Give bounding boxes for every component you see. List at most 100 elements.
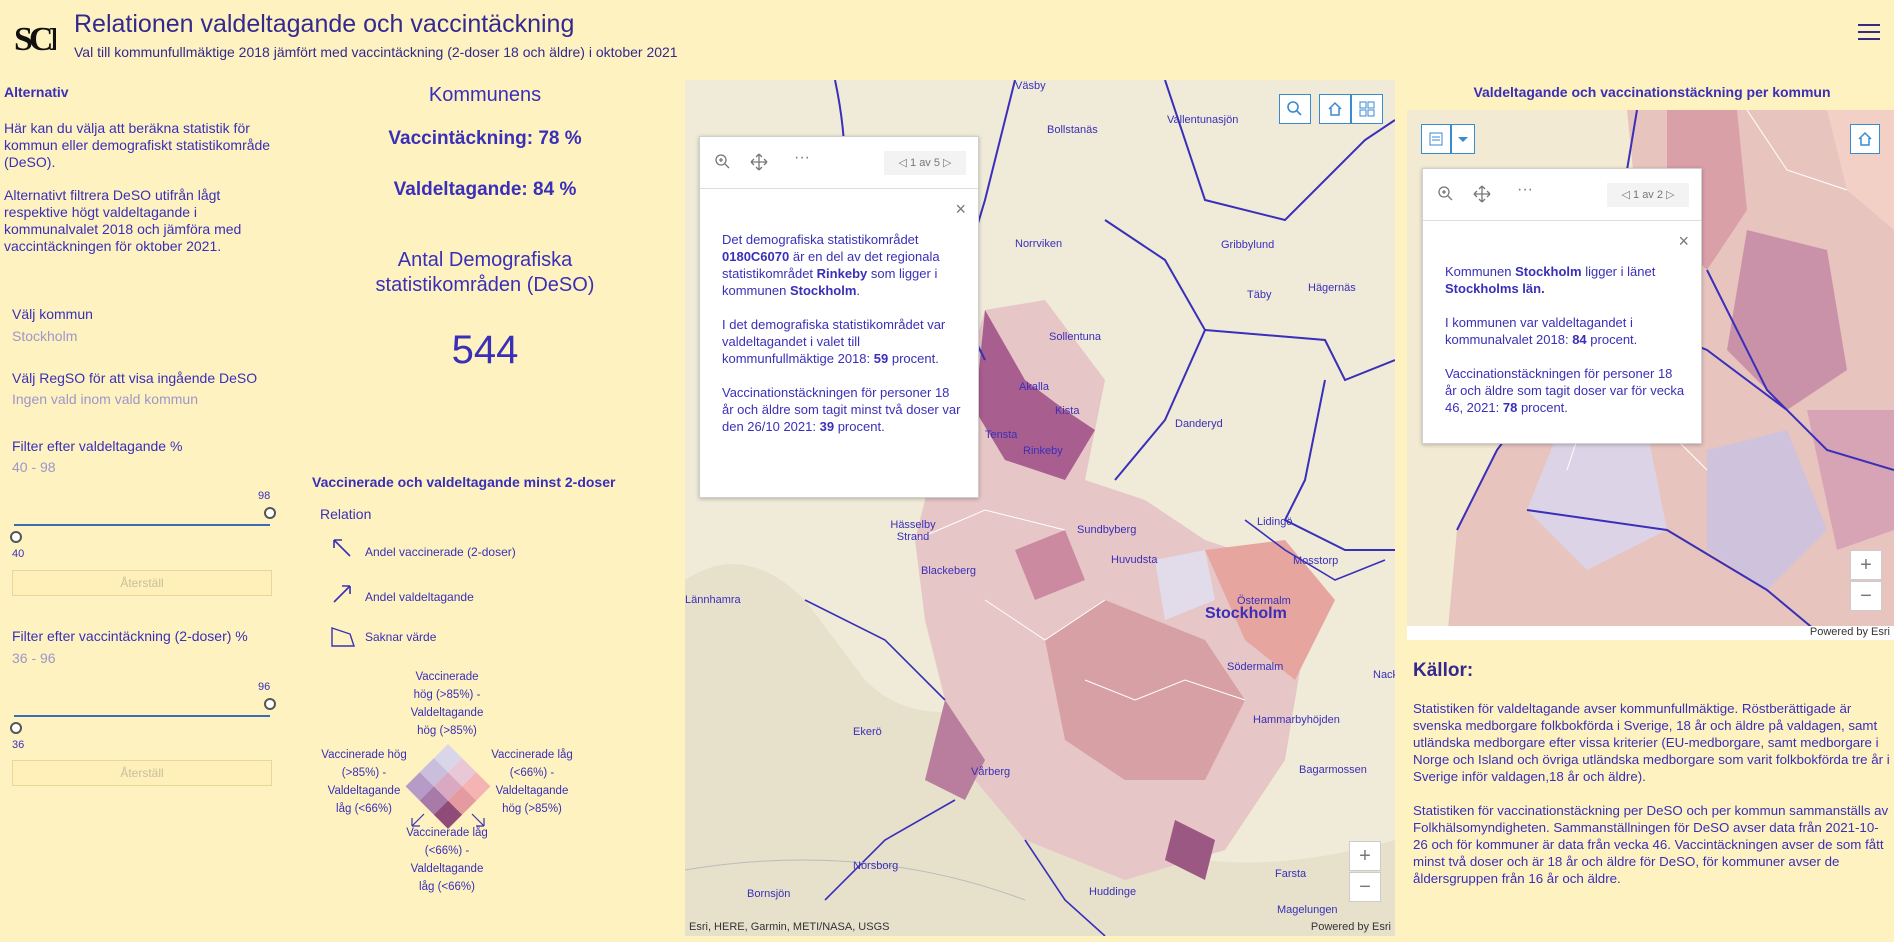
legend-item-valdeltagande: Andel valdeltagande <box>365 590 474 604</box>
legend-toggle-button[interactable] <box>1421 124 1451 154</box>
place-label-stockholm: Stockholm <box>1205 605 1287 622</box>
deso-count: 544 <box>451 328 519 372</box>
valdeltagande-slider-track[interactable] <box>14 524 270 526</box>
vacc-coverage-stat: Vaccintäckning: 78 % <box>388 128 582 149</box>
place-label-mosstorp: Mosstorp <box>1293 555 1339 567</box>
place-label-norrviken: Norrviken <box>1015 238 1063 250</box>
popup-toolbar: ··· ◁ 1 av 5 ▷ <box>700 137 978 189</box>
kommun-select[interactable]: Stockholm <box>12 328 78 344</box>
deso-map-canvas[interactable] <box>685 80 1395 936</box>
place-label-huddinge: Huddinge <box>1089 886 1137 898</box>
more-options-icon[interactable]: ··· <box>794 149 810 166</box>
popup-unit-1: procent. <box>891 351 939 366</box>
sources-heading: Källor: <box>1413 660 1474 681</box>
zoom-out-button-2[interactable]: − <box>1850 581 1882 611</box>
popup-unit-2: procent. <box>837 419 885 434</box>
vaccin-slider-min-handle[interactable] <box>10 722 22 734</box>
place-label-ostermalm: Östermalm <box>1237 595 1291 607</box>
popup2-body: Kommunen Stockholm ligger i länet Stockh… <box>1445 263 1685 416</box>
map2-powered-by: Powered by Esri <box>1809 626 1890 638</box>
next-icon[interactable]: ▷ <box>1662 189 1675 201</box>
vaccin-slider-track[interactable] <box>14 715 270 717</box>
kommunens-heading: Kommunens <box>428 84 542 106</box>
valdeltagande-slider-max-handle[interactable] <box>264 507 276 519</box>
valdeltagande-slider-min-handle[interactable] <box>10 531 22 543</box>
more-options-icon[interactable]: ··· <box>1517 181 1533 198</box>
popup2-unit-1: procent. <box>1590 332 1638 347</box>
popup-vacc-value: 39 <box>819 419 835 434</box>
basemap-gallery-button[interactable] <box>1351 94 1383 124</box>
previous-icon[interactable]: ◁ <box>1621 189 1634 201</box>
regso-select[interactable]: Ingen vald inom vald kommun <box>12 391 198 407</box>
next-icon[interactable]: ▷ <box>939 157 952 169</box>
popup-text-2: I det demografiska statistikområdet var … <box>722 317 946 366</box>
legend-diamond-left: Vaccinerade hög (>85%) - Valdeltagande l… <box>321 749 407 815</box>
popup-deso-code: 0180C6070 <box>722 249 790 264</box>
pan-icon[interactable] <box>1473 185 1491 203</box>
place-label-gribbylund: Gribbylund <box>1221 239 1275 251</box>
popup2-pager[interactable]: ◁ 1 av 2 ▷ <box>1607 183 1689 207</box>
popup-val-value: 59 <box>873 351 889 366</box>
municipality-map[interactable]: + − Powered by Esri ··· ◁ 1 av 2 ▷ × Kom… <box>1407 110 1894 640</box>
sources-paragraph-1: Statistiken för valdeltagande avser komm… <box>1413 701 1890 784</box>
filter-vaccin-range: 36 - 96 <box>12 650 56 666</box>
grid-icon <box>1359 101 1375 117</box>
search-icon <box>1287 101 1302 116</box>
legend-item-saknar: Saknar värde <box>365 630 437 644</box>
zoom-to-icon[interactable] <box>1437 185 1455 203</box>
zoom-to-icon[interactable] <box>714 153 732 171</box>
voter-turnout-stat: Valdeltagande: 84 % <box>393 179 577 200</box>
reset-vaccin-button[interactable]: Återställ <box>12 760 272 786</box>
scb-logo: SCB <box>14 21 56 58</box>
popup2-toolbar: ··· ◁ 1 av 2 ▷ <box>1423 169 1701 221</box>
legend-diamond-top: Vaccinerade hög (>85%) - Valdeltagande h… <box>410 671 484 737</box>
slider1-min-label: 40 <box>12 548 25 560</box>
home-button-2[interactable] <box>1850 124 1880 154</box>
home-button[interactable] <box>1319 94 1351 124</box>
place-label-farsta: Farsta <box>1275 868 1307 880</box>
popup-body: Det demografiska statistikområdet 0180C6… <box>722 232 961 434</box>
place-label-bollstanas: Bollstanäs <box>1047 124 1098 136</box>
deso-map[interactable]: Väsby Bollstanäs Vallentunasjön Norrvike… <box>685 80 1395 936</box>
popup-kommun: Stockholm <box>789 283 857 298</box>
kommun-popup: ··· ◁ 1 av 2 ▷ × Kommunen Stockholm ligg… <box>1422 168 1702 444</box>
place-label-ekero: Ekerö <box>853 726 882 738</box>
place-label-kista: Kista <box>1055 405 1080 417</box>
popup2-pager-text: 1 av 2 <box>1633 189 1663 201</box>
legend-relation-label: Relation <box>320 506 372 522</box>
popup2-text-2: I kommunen var valdeltagandet i kommunal… <box>1445 315 1633 347</box>
place-label-hagernas: Hägernäs <box>1308 282 1356 294</box>
attribution-bar: Powered by Esri <box>1407 626 1894 640</box>
vaccin-slider-max-handle[interactable] <box>264 698 276 710</box>
map-attribution: Esri, HERE, Garmin, METI/NASA, USGS <box>689 921 890 933</box>
popup-regso: Rinkeby <box>816 266 868 281</box>
place-label-sollentuna: Sollentuna <box>1049 331 1101 343</box>
zoom-out-button[interactable]: − <box>1349 872 1381 902</box>
no-value-swatch-icon <box>331 627 355 647</box>
dropdown-button[interactable] <box>1451 124 1475 154</box>
hamburger-menu-icon[interactable] <box>1858 24 1880 42</box>
options-description-1: Här kan du välja att beräkna statistik f… <box>4 120 271 170</box>
place-label-magelungen: Magelungen <box>1277 904 1338 916</box>
popup2-lan: Stockholms län. <box>1445 281 1545 296</box>
reset-valdeltagande-button[interactable]: Återställ <box>12 570 272 596</box>
place-label-blackeberg: Blackeberg <box>921 565 977 577</box>
close-icon[interactable]: × <box>1678 231 1689 251</box>
chevron-down-icon <box>1458 137 1468 142</box>
legend-diamond-right: Vaccinerade låg (<66%) - Valdeltagande h… <box>491 749 573 815</box>
previous-icon[interactable]: ◁ <box>898 157 911 169</box>
arrow-up-right-icon <box>333 585 351 603</box>
slider1-max-label: 98 <box>258 490 271 502</box>
popup-pager[interactable]: ◁ 1 av 5 ▷ <box>884 151 966 175</box>
pan-icon[interactable] <box>750 153 768 171</box>
zoom-in-button-2[interactable]: + <box>1850 550 1882 580</box>
svg-text:SCB: SCB <box>14 21 56 58</box>
place-label-huvudsta: Huvudsta <box>1111 554 1158 566</box>
options-heading: Alternativ <box>4 84 69 100</box>
options-description-2: Alternativt filtrera DeSO utifrån lågt r… <box>4 187 242 254</box>
place-label-lidingo: Lidingö <box>1257 516 1293 528</box>
zoom-in-button[interactable]: + <box>1349 841 1381 871</box>
search-button[interactable] <box>1279 94 1311 124</box>
close-icon[interactable]: × <box>955 199 966 219</box>
popup2-val-value: 84 <box>1572 332 1587 347</box>
